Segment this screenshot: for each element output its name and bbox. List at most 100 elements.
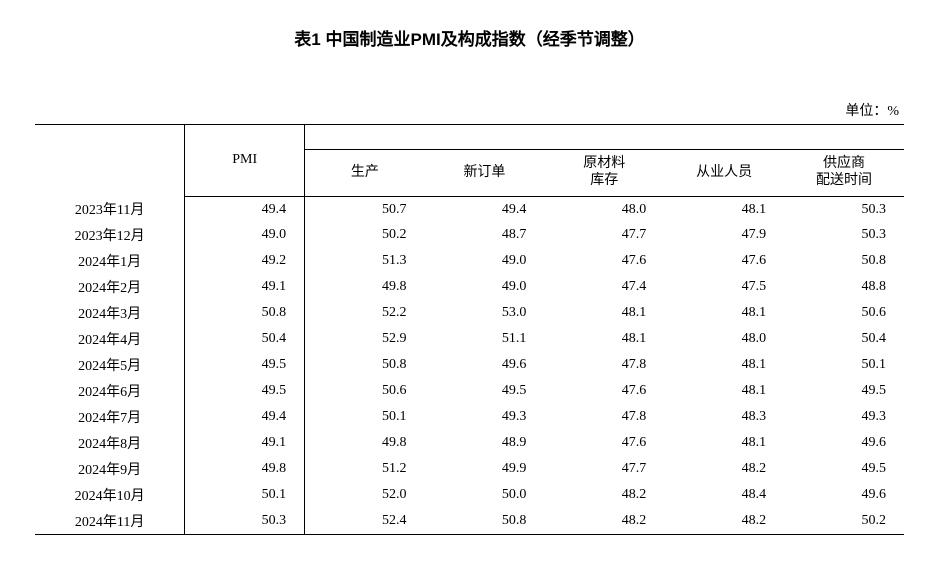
- cell-supplier: 50.1: [784, 352, 904, 378]
- cell-raw_materials: 48.2: [544, 508, 664, 535]
- cell-employees: 48.1: [664, 196, 784, 222]
- cell-new_orders: 50.8: [425, 508, 545, 535]
- cell-pmi: 50.8: [185, 300, 305, 326]
- cell-supplier: 50.6: [784, 300, 904, 326]
- cell-new_orders: 49.4: [425, 196, 545, 222]
- cell-production: 52.0: [305, 482, 425, 508]
- cell-employees: 48.1: [664, 300, 784, 326]
- header-supplier: 供应商配送时间: [784, 150, 904, 197]
- cell-supplier: 50.4: [784, 326, 904, 352]
- header-new-orders: 新订单: [425, 150, 545, 197]
- table-row: 2024年3月50.852.253.048.148.150.6: [35, 300, 904, 326]
- cell-pmi: 49.1: [185, 430, 305, 456]
- cell-month: 2023年12月: [35, 222, 185, 248]
- table-row: 2024年4月50.452.951.148.148.050.4: [35, 326, 904, 352]
- cell-employees: 48.1: [664, 352, 784, 378]
- cell-raw_materials: 47.6: [544, 430, 664, 456]
- cell-new_orders: 53.0: [425, 300, 545, 326]
- cell-new_orders: 50.0: [425, 482, 545, 508]
- cell-employees: 48.0: [664, 326, 784, 352]
- table-row: 2024年7月49.450.149.347.848.349.3: [35, 404, 904, 430]
- cell-pmi: 49.2: [185, 248, 305, 274]
- cell-production: 51.3: [305, 248, 425, 274]
- cell-raw_materials: 47.6: [544, 248, 664, 274]
- cell-supplier: 49.6: [784, 430, 904, 456]
- cell-production: 49.8: [305, 274, 425, 300]
- cell-month: 2023年11月: [35, 196, 185, 222]
- cell-pmi: 49.5: [185, 352, 305, 378]
- cell-supplier: 50.3: [784, 222, 904, 248]
- cell-pmi: 49.5: [185, 378, 305, 404]
- cell-employees: 48.2: [664, 456, 784, 482]
- table-row: 2024年1月49.251.349.047.647.650.8: [35, 248, 904, 274]
- cell-raw_materials: 47.6: [544, 378, 664, 404]
- cell-new_orders: 49.5: [425, 378, 545, 404]
- cell-supplier: 50.2: [784, 508, 904, 535]
- cell-pmi: 49.4: [185, 404, 305, 430]
- cell-raw_materials: 48.2: [544, 482, 664, 508]
- table-row: 2023年11月49.450.749.448.048.150.3: [35, 196, 904, 222]
- cell-production: 52.4: [305, 508, 425, 535]
- cell-production: 50.2: [305, 222, 425, 248]
- cell-supplier: 49.5: [784, 456, 904, 482]
- unit-label: 单位：%: [35, 100, 904, 120]
- cell-new_orders: 51.1: [425, 326, 545, 352]
- cell-month: 2024年5月: [35, 352, 185, 378]
- cell-pmi: 49.1: [185, 274, 305, 300]
- header-pmi: PMI: [185, 125, 305, 197]
- cell-month: 2024年4月: [35, 326, 185, 352]
- table-row: 2024年8月49.149.848.947.648.149.6: [35, 430, 904, 456]
- cell-raw_materials: 47.4: [544, 274, 664, 300]
- cell-supplier: 49.5: [784, 378, 904, 404]
- header-month: [35, 125, 185, 197]
- cell-month: 2024年8月: [35, 430, 185, 456]
- cell-production: 52.9: [305, 326, 425, 352]
- header-sub-group: [305, 125, 904, 150]
- cell-employees: 48.1: [664, 430, 784, 456]
- cell-production: 50.7: [305, 196, 425, 222]
- table-row: 2023年12月49.050.248.747.747.950.3: [35, 222, 904, 248]
- cell-employees: 47.6: [664, 248, 784, 274]
- cell-month: 2024年10月: [35, 482, 185, 508]
- cell-employees: 48.1: [664, 378, 784, 404]
- cell-new_orders: 48.7: [425, 222, 545, 248]
- table-title: 表1 中国制造业PMI及构成指数（经季节调整）: [35, 25, 904, 50]
- cell-month: 2024年7月: [35, 404, 185, 430]
- cell-production: 52.2: [305, 300, 425, 326]
- cell-raw_materials: 47.8: [544, 404, 664, 430]
- cell-new_orders: 48.9: [425, 430, 545, 456]
- pmi-table: PMI 生产 新订单 原材料库存 从业人员 供应商配送时间 2023年11月49…: [35, 124, 904, 535]
- table-row: 2024年5月49.550.849.647.848.150.1: [35, 352, 904, 378]
- table-row: 2024年11月50.352.450.848.248.250.2: [35, 508, 904, 535]
- cell-employees: 47.5: [664, 274, 784, 300]
- header-raw-materials: 原材料库存: [544, 150, 664, 197]
- cell-new_orders: 49.6: [425, 352, 545, 378]
- cell-new_orders: 49.0: [425, 274, 545, 300]
- table-row: 2024年2月49.149.849.047.447.548.8: [35, 274, 904, 300]
- cell-pmi: 49.4: [185, 196, 305, 222]
- header-production: 生产: [305, 150, 425, 197]
- cell-pmi: 50.1: [185, 482, 305, 508]
- cell-raw_materials: 47.7: [544, 456, 664, 482]
- cell-new_orders: 49.0: [425, 248, 545, 274]
- cell-month: 2024年6月: [35, 378, 185, 404]
- cell-raw_materials: 48.1: [544, 326, 664, 352]
- cell-supplier: 49.3: [784, 404, 904, 430]
- cell-production: 51.2: [305, 456, 425, 482]
- cell-supplier: 50.8: [784, 248, 904, 274]
- cell-supplier: 48.8: [784, 274, 904, 300]
- table-row: 2024年10月50.152.050.048.248.449.6: [35, 482, 904, 508]
- cell-supplier: 49.6: [784, 482, 904, 508]
- cell-raw_materials: 48.0: [544, 196, 664, 222]
- cell-new_orders: 49.9: [425, 456, 545, 482]
- cell-raw_materials: 47.8: [544, 352, 664, 378]
- cell-production: 50.8: [305, 352, 425, 378]
- cell-month: 2024年2月: [35, 274, 185, 300]
- cell-month: 2024年3月: [35, 300, 185, 326]
- cell-employees: 48.3: [664, 404, 784, 430]
- header-employees: 从业人员: [664, 150, 784, 197]
- cell-new_orders: 49.3: [425, 404, 545, 430]
- cell-month: 2024年11月: [35, 508, 185, 535]
- cell-supplier: 50.3: [784, 196, 904, 222]
- cell-pmi: 50.4: [185, 326, 305, 352]
